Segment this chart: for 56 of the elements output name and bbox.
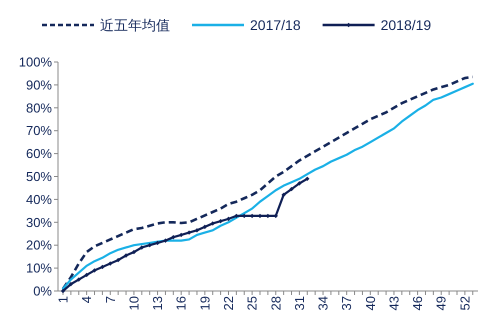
x-tick-label: 40: [362, 296, 378, 310]
x-tick-label: 10: [126, 296, 142, 310]
legend-label: 2018/19: [380, 17, 432, 33]
y-tick-label: 20%: [26, 238, 52, 253]
x-tick-label: 25: [244, 296, 260, 310]
y-tick-label: 50%: [26, 169, 52, 184]
point: [289, 186, 294, 192]
point: [68, 282, 74, 286]
x-tick-label: 7: [102, 296, 118, 304]
point: [100, 264, 105, 270]
point: [210, 221, 215, 226]
point: [226, 216, 231, 222]
point: [124, 253, 128, 258]
line-series: [60, 176, 310, 294]
point: [147, 243, 152, 248]
x-tick-label: 28: [268, 296, 284, 310]
y-tick-label: 60%: [26, 146, 52, 162]
x-tick-label: 34: [316, 296, 331, 310]
legend-label: 近五年均值: [100, 17, 170, 33]
point: [202, 224, 208, 230]
point: [163, 238, 168, 243]
x-tick-label: 31: [292, 296, 307, 310]
point: [194, 228, 200, 233]
y-tick-label: 80%: [26, 100, 52, 116]
y-tick-label: 90%: [26, 77, 52, 92]
point: [218, 218, 223, 224]
point: [281, 192, 286, 198]
legend-label: 2017/18: [250, 17, 301, 33]
point: [140, 245, 144, 250]
point: [84, 272, 89, 278]
x-tick-label: 49: [434, 296, 449, 310]
x-tick-label: 1: [56, 296, 70, 304]
y-tick-label: 0%: [33, 284, 52, 298]
y-tick-label: 10%: [26, 260, 52, 276]
y-tick-label: 70%: [26, 123, 52, 138]
point: [171, 234, 176, 240]
x-tick-label: 19: [197, 296, 212, 310]
point: [132, 250, 136, 254]
x-tick-label: 52: [457, 296, 472, 310]
point: [297, 181, 302, 186]
x-tick-label: 16: [174, 296, 189, 310]
x-tick-label: 22: [220, 296, 236, 310]
y-tick-label: 30%: [26, 214, 52, 230]
point: [155, 240, 160, 246]
x-tick-label: 13: [150, 296, 166, 310]
x-tick-label: 43: [386, 296, 402, 310]
point: [76, 277, 81, 282]
y-tick-label: 100%: [18, 54, 52, 70]
x-tick-label: 46: [410, 296, 426, 310]
x-tick-label: 4: [79, 296, 94, 304]
point: [116, 258, 120, 262]
point: [92, 268, 97, 273]
point: [305, 176, 310, 181]
x-tick-label: 37: [339, 296, 354, 310]
y-tick-label: 40%: [26, 192, 52, 207]
point: [179, 232, 184, 238]
